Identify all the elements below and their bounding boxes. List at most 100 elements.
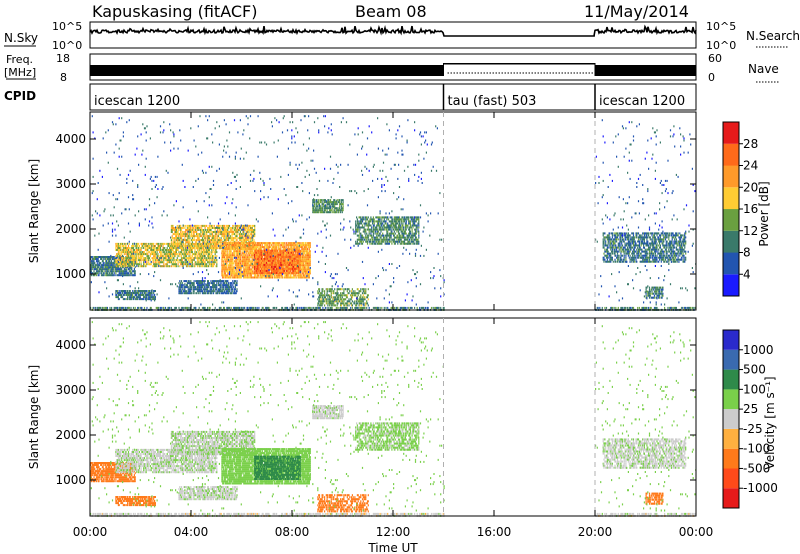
power-cell xyxy=(282,248,284,251)
power-cell xyxy=(235,266,237,269)
power-cell xyxy=(224,258,226,261)
power-cell xyxy=(110,270,112,273)
power-cell xyxy=(175,231,177,233)
power-cell xyxy=(287,267,289,270)
power-cell xyxy=(308,264,310,267)
power-cell xyxy=(199,245,201,248)
power-cell xyxy=(243,276,245,279)
power-cell xyxy=(305,250,307,253)
power-cell xyxy=(197,261,199,264)
power-cell xyxy=(307,258,309,261)
power-cell xyxy=(201,231,204,233)
power-cell xyxy=(271,274,273,277)
power-cell xyxy=(256,251,258,254)
power-cell xyxy=(308,244,310,247)
power-cell xyxy=(105,270,107,273)
power-cell xyxy=(108,262,110,265)
power-cell xyxy=(276,257,278,260)
power-cell xyxy=(107,268,109,271)
power-cell xyxy=(226,250,228,253)
power-cell xyxy=(363,306,365,309)
power-cell xyxy=(182,243,184,246)
power-cell xyxy=(256,306,258,309)
power-cell xyxy=(613,306,615,309)
power-cell xyxy=(167,253,169,256)
power-cell xyxy=(232,227,234,229)
power-cell xyxy=(385,306,387,309)
power-cell xyxy=(303,258,305,261)
power-cell xyxy=(155,242,157,245)
power-cell xyxy=(240,260,242,263)
power-cell xyxy=(105,258,107,260)
power-cell xyxy=(163,242,165,245)
power-cell xyxy=(283,256,285,259)
power-cell xyxy=(264,269,266,272)
power-cell xyxy=(228,242,231,245)
power-cell xyxy=(224,233,226,236)
power-cell xyxy=(263,263,265,266)
power-cell xyxy=(168,259,170,262)
power-cell xyxy=(193,245,195,248)
power-cell xyxy=(262,306,264,309)
power-cell xyxy=(255,272,257,274)
power-cell xyxy=(305,248,307,251)
power-cell xyxy=(271,272,273,274)
power-cell xyxy=(287,242,289,245)
power-cell xyxy=(157,242,159,245)
power-cell xyxy=(201,227,203,229)
power-cell xyxy=(233,306,236,309)
power-cell xyxy=(205,239,207,242)
power-cell xyxy=(169,265,171,268)
power-cell xyxy=(97,274,99,277)
power-cell xyxy=(184,255,186,258)
power-cell xyxy=(215,265,217,268)
power-cell xyxy=(193,265,195,268)
power-cell xyxy=(277,257,279,260)
power-cell xyxy=(154,257,156,260)
power-cell xyxy=(143,253,146,256)
power-cell xyxy=(170,229,172,231)
power-cell xyxy=(260,260,263,263)
freq-band xyxy=(90,65,444,76)
power-cell xyxy=(271,265,273,268)
power-cell xyxy=(225,246,227,249)
power-cell xyxy=(207,255,209,258)
power-cell xyxy=(276,261,278,264)
power-cell xyxy=(193,253,195,256)
power-cell xyxy=(185,261,188,264)
power-cell xyxy=(246,306,248,309)
power-cell xyxy=(262,261,264,264)
power-cell xyxy=(314,306,316,309)
power-cell xyxy=(239,237,241,240)
power-cell xyxy=(379,306,381,309)
power-cell xyxy=(201,235,203,238)
power-cell xyxy=(189,245,191,248)
power-cell xyxy=(121,261,123,264)
power-cell xyxy=(297,274,300,277)
power-cell xyxy=(222,231,224,233)
power-cell xyxy=(196,247,199,250)
power-cell xyxy=(284,261,286,264)
power-cell xyxy=(177,241,179,244)
power-cell xyxy=(132,245,134,247)
power-cell xyxy=(276,254,278,257)
power-cell xyxy=(246,237,248,240)
power-cell xyxy=(212,245,214,248)
power-cell xyxy=(271,257,273,260)
power-cell xyxy=(302,262,304,265)
power-cell xyxy=(114,260,116,263)
power-cell xyxy=(175,253,177,256)
power-cell xyxy=(283,276,285,279)
power-cell xyxy=(125,272,127,275)
power-cell xyxy=(265,251,267,254)
power-cell xyxy=(251,239,253,242)
power-cell xyxy=(267,257,269,260)
power-cell xyxy=(102,264,104,267)
power-cell xyxy=(244,262,247,265)
power-cell xyxy=(289,274,291,277)
power-cell xyxy=(134,257,136,260)
power-cell xyxy=(146,255,148,258)
power-cell xyxy=(211,231,213,233)
power-cell xyxy=(98,260,100,263)
power-cell xyxy=(170,227,172,229)
